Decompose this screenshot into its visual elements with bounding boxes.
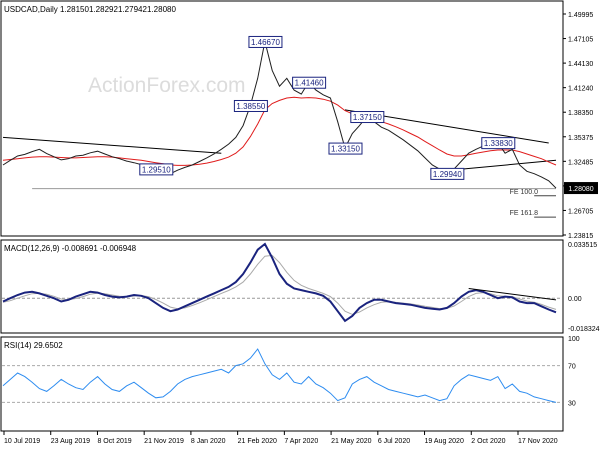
- x-tick-label-4: 8 Jan 2020: [191, 438, 226, 445]
- x-tick-label-11: 17 Nov 2020: [518, 438, 558, 445]
- price-ytick-label-3: 1.41240: [568, 86, 593, 93]
- rsi-ytick-label-0: 100: [568, 336, 580, 343]
- macd-header: MACD(12,26,9) -0.008691 -0.006948: [4, 244, 137, 253]
- macd-ytick-label-1: 0.00: [568, 296, 582, 303]
- last-price-box: [564, 182, 598, 195]
- price-ytick-label-6: 1.32485: [568, 159, 593, 166]
- rsi-y-axis: 100 70 30: [568, 336, 580, 407]
- trendline-2: [446, 159, 557, 172]
- instrument-label: USDCAD,Daily: [4, 5, 58, 14]
- x-tick-label-0: 10 Jul 2019: [4, 438, 40, 445]
- trendline-0: [2, 136, 222, 154]
- price-ytick-label-5: 1.35375: [568, 135, 593, 142]
- level-label-2: FE 161.8: [510, 210, 539, 217]
- x-tick-label-2: 8 Oct 2019: [97, 438, 131, 445]
- annotation-label-7: 1.33830: [484, 139, 513, 148]
- watermark: ActionForex.com: [88, 74, 246, 97]
- price-ytick-label-4: 1.38350: [568, 110, 593, 117]
- annotation-label-2: 1.41460: [295, 79, 324, 88]
- x-tick-label-1: 23 Aug 2019: [51, 438, 90, 445]
- annotation-box-0: [248, 35, 283, 48]
- annotation-box-7: [481, 137, 516, 150]
- price-ytick-label-9: 1.23815: [568, 233, 593, 240]
- level-label-1: FE 100.0: [510, 189, 539, 196]
- annotation-box-2: [292, 76, 327, 89]
- ohlc-high: 1.28292: [89, 5, 118, 14]
- rsi-panel: [0, 336, 564, 432]
- ohlc-close: 1.28080: [147, 5, 176, 14]
- annotation-box-4: [328, 142, 363, 155]
- x-tick-label-9: 19 Aug 2020: [425, 438, 464, 445]
- price-line: [2, 41, 557, 189]
- rsi-ytick-label-1: 70: [568, 364, 576, 371]
- price-header: USDCAD,Daily 1.28150 1.28292 1.27942 1.2…: [4, 5, 176, 14]
- price-series: [2, 41, 557, 189]
- price-ytick-label-8: 1.26705: [568, 208, 593, 215]
- annotation-label-5: 1.29510: [142, 165, 171, 174]
- moving-average-line: [2, 96, 557, 166]
- x-tick-label-7: 21 May 2020: [331, 438, 372, 445]
- rsi-header: RSI(14) 29.6502: [4, 341, 63, 350]
- macd-series: [2, 242, 562, 323]
- macd-ytick-label-0: 0.033515: [568, 242, 597, 249]
- price-annotations: 1.46670 1.38550 1.41460 1.37150 1.33150 1.295…: [139, 35, 516, 180]
- macd-ytick-label-2: -0.018324: [568, 326, 600, 333]
- annotation-box-5: [139, 163, 174, 176]
- x-tick-label-10: 2 Oct 2020: [471, 438, 505, 445]
- x-tick-label-6: 7 Apr 2020: [284, 438, 318, 445]
- annotation-label-6: 1.29940: [433, 170, 462, 179]
- annotation-box-6: [430, 167, 465, 180]
- ohlc-low: 1.27942: [118, 5, 147, 14]
- annotation-label-0: 1.46670: [251, 38, 280, 47]
- x-tick-label-5: 21 Feb 2020: [238, 438, 277, 445]
- price-ytick-label-0: 1.49995: [568, 12, 593, 19]
- macd-line: [2, 242, 557, 323]
- rsi-series: [2, 348, 562, 403]
- rsi-line: [2, 348, 557, 403]
- last-price-label: 1.28080: [568, 186, 593, 193]
- annotation-label-4: 1.33150: [331, 145, 360, 154]
- ohlc-open: 1.28150: [60, 5, 89, 14]
- rsi-ytick-label-2: 30: [568, 400, 576, 407]
- x-axis: 10 Jul 2019 23 Aug 2019 8 Oct 2019 21 Nov 2…: [3, 431, 558, 445]
- price-ytick-label-2: 1.44130: [568, 61, 593, 68]
- macd-y-axis: 0.033515 0.00 -0.018324: [568, 242, 600, 333]
- x-tick-label-8: 6 Jul 2020: [378, 438, 410, 445]
- annotation-label-3: 1.37150: [353, 113, 382, 122]
- annotation-label-1: 1.38550: [236, 102, 265, 111]
- macd-signal-line: [2, 254, 557, 315]
- macd-panel: [0, 239, 564, 334]
- x-tick-label-3: 21 Nov 2019: [144, 438, 184, 445]
- price-level-lines: FE 100.0 FE 161.8: [32, 188, 556, 218]
- price-ytick-label-1: 1.47105: [568, 37, 593, 44]
- macd-trendline: [468, 288, 557, 301]
- annotation-box-1: [233, 99, 268, 112]
- annotation-box-3: [350, 111, 385, 124]
- price-y-axis: 1.49995 1.47105 1.44130 1.41240 1.38350 1.353…: [563, 12, 598, 240]
